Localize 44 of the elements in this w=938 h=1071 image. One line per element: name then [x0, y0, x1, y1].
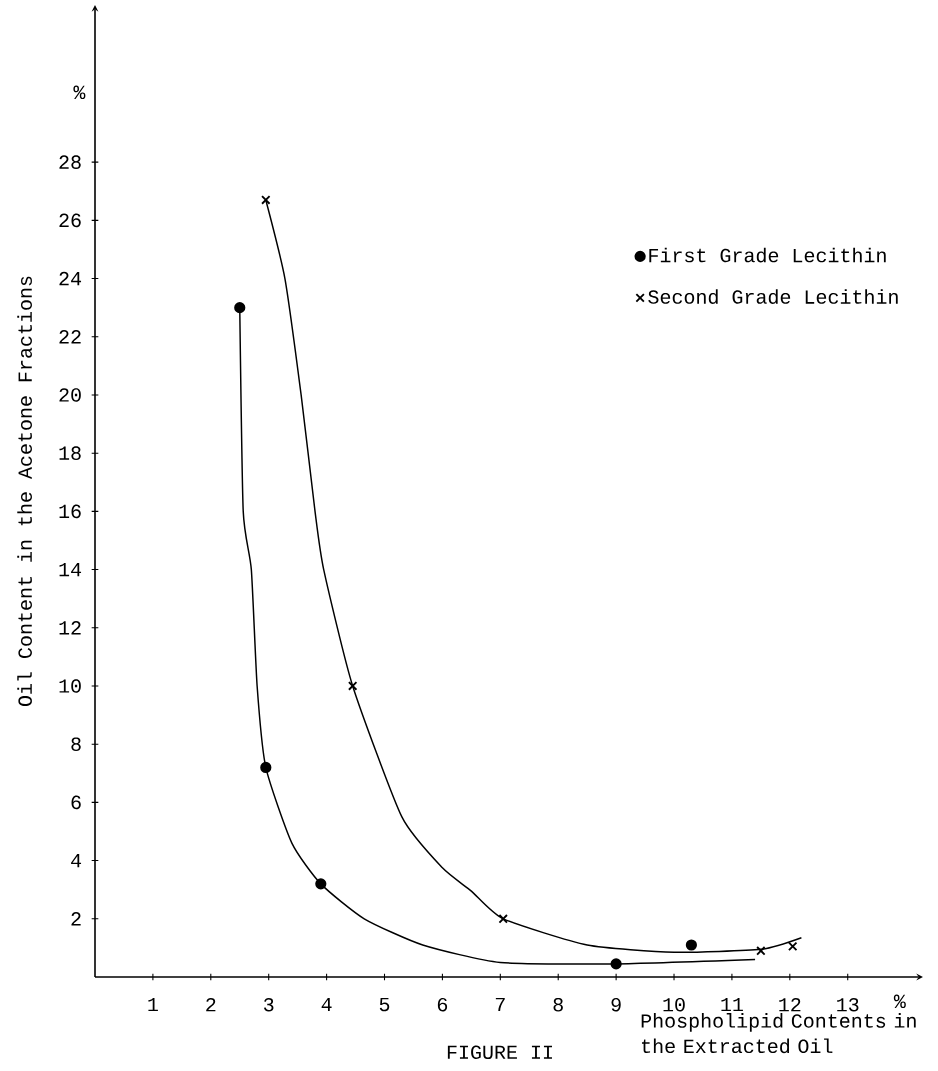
point [610, 958, 622, 970]
x-tick-label: 3 [263, 997, 274, 1012]
point [234, 302, 246, 314]
y-tick-label: 26 [59, 213, 81, 228]
x-axis-title: Phospholipid Contents in the Extracted Oil [641, 1013, 916, 1054]
x-tick-label: % [893, 994, 906, 1009]
x-tick-label: 10 [663, 997, 685, 1012]
x-tick-label: 6 [437, 997, 448, 1012]
y-tick-label: 22 [59, 330, 81, 344]
y-axis-title: Oil Content in the Acetone Fractions [17, 276, 32, 707]
x-tick-label: 11 [721, 997, 743, 1012]
y-tick-label: 14 [59, 562, 82, 577]
x-tick-label: 5 [379, 997, 390, 1012]
y-tick-label: 28 [59, 155, 81, 169]
y-tick-label: 20 [59, 388, 81, 402]
x-tick-label: 2 [206, 997, 216, 1012]
x-tick-label: 13 [837, 997, 859, 1012]
y-tick-label: 12 [59, 621, 81, 635]
point [260, 761, 272, 774]
x-tick-label: 8 [553, 997, 563, 1012]
x-tick-label: 1 [148, 997, 158, 1012]
legend-label: First Grade Lecithin [649, 247, 886, 263]
point [498, 914, 508, 924]
x-tick-label: 12 [779, 997, 801, 1012]
x-tick-label: 7 [495, 997, 505, 1012]
y-tick-label: 16 [59, 504, 81, 519]
point [788, 941, 798, 952]
y-tick-label: 8 [71, 737, 81, 751]
y-tick-label: 6 [71, 795, 81, 810]
y-tick-label: 18 [59, 446, 81, 460]
y-tick-label: 10 [59, 679, 81, 693]
point [685, 939, 697, 951]
point [315, 878, 327, 890]
y-tick-label: 24 [59, 271, 82, 286]
x-tick-label: 9 [611, 997, 621, 1012]
text: FIGURE II [447, 1045, 552, 1060]
y-tick-label: 4 [71, 854, 82, 868]
point [347, 681, 358, 691]
point [261, 195, 271, 205]
point [756, 946, 766, 956]
y-tick-label: 2 [71, 912, 81, 926]
y-tick-label: % [73, 85, 86, 100]
x-tick-label: 4 [321, 997, 332, 1012]
legend-label: Second Grade Lecithin [648, 289, 898, 304]
